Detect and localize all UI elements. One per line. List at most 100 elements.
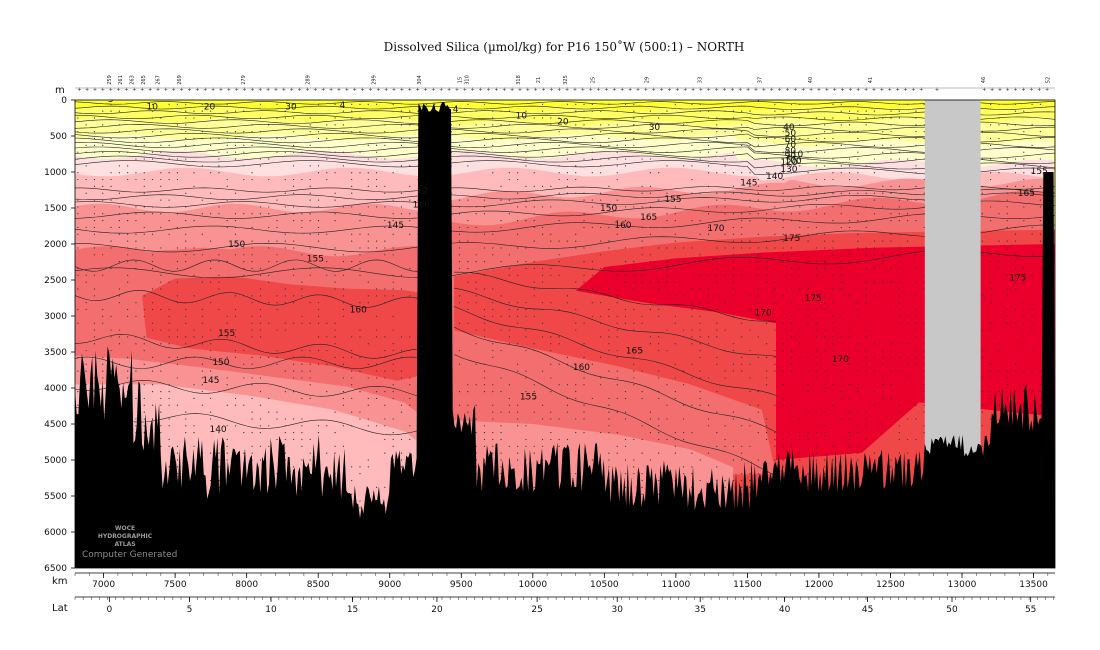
sample-dot (575, 329, 577, 331)
sample-dot (815, 349, 817, 352)
sample-dot (832, 363, 834, 365)
station-marker: + (919, 87, 923, 93)
sample-dot (624, 459, 627, 461)
sample-dot (342, 274, 344, 276)
sample-dot (873, 172, 876, 174)
contour-label: 145 (387, 221, 404, 231)
sample-dot (857, 343, 859, 345)
sample-dot (824, 261, 826, 263)
sample-dot (583, 411, 585, 413)
sample-dot (467, 404, 469, 406)
station-label: 269 (177, 75, 183, 85)
sample-dot (384, 377, 386, 379)
sample-dot (1039, 240, 1042, 242)
sample-dot (384, 124, 386, 126)
y-tick-label: 6500 (44, 564, 67, 574)
sample-dot (649, 281, 652, 283)
contour-label: 175 (1009, 274, 1026, 284)
sample-dot (367, 302, 369, 304)
sample-dot (732, 411, 734, 413)
sample-dot (641, 473, 643, 475)
sample-dot (998, 370, 1000, 372)
sample-dot (517, 192, 519, 194)
sample-dot (517, 322, 519, 324)
sample-dot (168, 281, 170, 283)
sample-dot (898, 199, 900, 201)
sample-dot (301, 377, 303, 379)
station-marker: + (85, 87, 89, 93)
station-label: 318 (516, 75, 522, 85)
sample-dot (616, 356, 618, 358)
sample-dot (898, 185, 900, 187)
station-marker: + (203, 87, 207, 93)
sample-dot (790, 131, 793, 133)
sample-dot (774, 206, 776, 208)
sample-dot (633, 110, 635, 112)
sample-dot (176, 404, 179, 406)
sample-dot (683, 466, 685, 468)
sample-dot (85, 363, 87, 365)
sample-dot (118, 220, 120, 222)
sample-dot (483, 377, 486, 379)
sample-dot (276, 349, 278, 352)
sample-dot (234, 110, 237, 112)
sample-dot (168, 418, 170, 420)
sample-dot (799, 233, 801, 235)
sample-dot (384, 349, 386, 352)
sample-dot (832, 445, 834, 447)
sample-dot (193, 384, 195, 386)
sample-dot (1014, 192, 1017, 194)
sample-dot (824, 124, 826, 126)
sample-dot (384, 137, 386, 140)
sample-dot (176, 124, 179, 126)
sample-dot (923, 336, 925, 338)
station-marker: + (132, 87, 136, 93)
station-marker: + (793, 87, 797, 93)
sample-dot (815, 308, 817, 311)
sample-dot (583, 370, 585, 372)
contour-line (75, 151, 1055, 164)
sample-dot (558, 151, 560, 153)
sample-dot (716, 336, 718, 338)
sample-dot (882, 151, 884, 153)
sample-dot (375, 377, 378, 379)
sample-dot (517, 178, 519, 181)
sample-dot (409, 404, 411, 406)
sample-dot (276, 329, 278, 331)
x-tick-label: 11000 (662, 580, 691, 590)
contour-label: 155 (218, 329, 235, 339)
sample-dot (259, 322, 262, 324)
sample-dot (782, 261, 784, 263)
sample-dot (774, 363, 776, 365)
sample-dot (724, 233, 726, 235)
sample-dot (218, 425, 220, 427)
sample-dot (284, 206, 286, 208)
sample-dot (815, 432, 817, 434)
sample-dot (807, 391, 809, 393)
sample-dot (168, 343, 170, 345)
sample-dot (840, 315, 842, 317)
sample-dot (1006, 226, 1008, 229)
sample-dot (351, 131, 353, 133)
sample-dot (757, 302, 759, 304)
sample-dot (168, 466, 170, 468)
sample-dot (815, 363, 817, 365)
sample-dot (483, 247, 486, 249)
sample-dot (624, 329, 627, 331)
contour-label: 175 (783, 234, 800, 244)
sample-dot (500, 295, 502, 297)
sample-dot (384, 158, 386, 160)
sample-dot (226, 322, 228, 324)
sample-dot (915, 404, 917, 406)
sample-dot (210, 370, 212, 372)
sample-dot (77, 158, 79, 160)
sample-dot (865, 356, 867, 358)
sample-dot (226, 452, 228, 454)
sample-dot (608, 425, 610, 427)
sample-dot (508, 110, 510, 112)
sample-dot (135, 220, 137, 222)
contour-label: 30 (285, 102, 297, 112)
sample-dot (284, 370, 286, 372)
sample-dot (616, 144, 618, 146)
sample-dot (898, 411, 900, 413)
